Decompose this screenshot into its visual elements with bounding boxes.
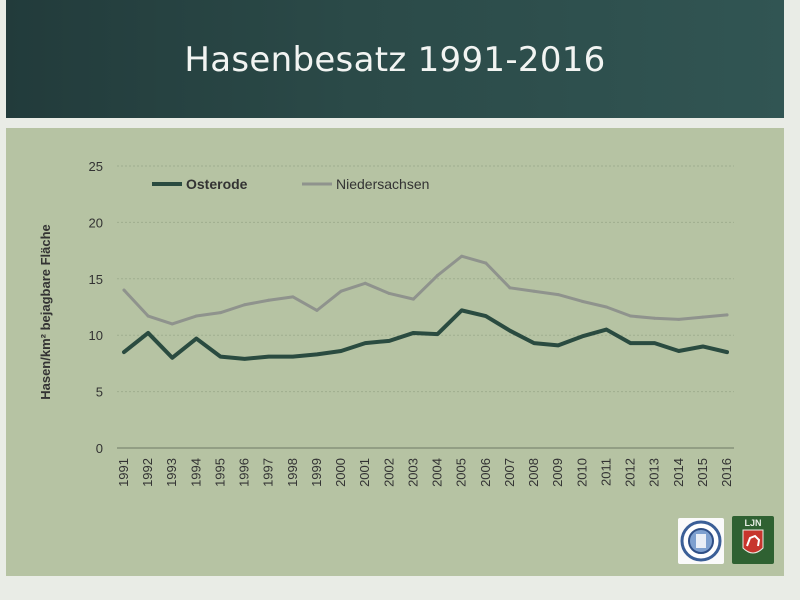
- slide-title: Hasenbesatz 1991-2016: [184, 40, 606, 80]
- x-tick-label: 1991: [116, 458, 131, 487]
- data-point: [411, 331, 415, 335]
- x-tick-label: 2004: [430, 458, 445, 487]
- data-point: [701, 315, 705, 319]
- y-axis-label: Hasen/km² bejagbare Fläche: [38, 224, 53, 400]
- data-point: [653, 316, 657, 320]
- data-point: [484, 314, 488, 318]
- data-point: [339, 349, 343, 353]
- x-tick-label: 2002: [381, 458, 396, 487]
- data-point: [291, 355, 295, 359]
- legend-label: Osterode: [186, 176, 248, 192]
- emblem-seal-graphic: [680, 520, 722, 562]
- x-tick-label: 2007: [502, 458, 517, 487]
- data-point: [604, 328, 608, 332]
- data-point: [170, 356, 174, 360]
- data-point: [580, 334, 584, 338]
- x-tick-label: 2009: [550, 458, 565, 487]
- data-point: [484, 261, 488, 265]
- emblem-seal-icon: [678, 518, 724, 564]
- x-tick-label: 2006: [478, 458, 493, 487]
- data-point: [243, 357, 247, 361]
- chart-area: 0 5 10 15 20 25 1991 1992 1993 1994 1995 1996 1997 19…: [6, 128, 784, 576]
- data-point: [629, 314, 633, 318]
- data-point: [629, 341, 633, 345]
- y-tick-label: 20: [89, 215, 103, 230]
- data-point: [532, 289, 536, 293]
- data-point: [387, 291, 391, 295]
- x-tick-label: 2010: [574, 458, 589, 487]
- ljn-horse-shield-icon: LJN: [732, 516, 774, 564]
- y-tick-label: 5: [96, 385, 103, 400]
- x-tick-label: 1995: [212, 458, 227, 487]
- x-tick-label: 2012: [623, 458, 638, 487]
- x-tick-label: 2016: [719, 458, 734, 487]
- x-tick-label: 2013: [647, 458, 662, 487]
- data-point: [532, 341, 536, 345]
- data-point: [411, 297, 415, 301]
- data-point: [387, 339, 391, 343]
- y-tick-label: 10: [89, 328, 103, 343]
- series-line-osterode: [122, 308, 729, 361]
- data-point: [580, 299, 584, 303]
- data-point: [218, 355, 222, 359]
- data-point: [122, 288, 126, 292]
- series-line-niedersachsen: [122, 254, 729, 326]
- y-tick-label: 25: [89, 159, 103, 174]
- x-tick-label: 2005: [454, 458, 469, 487]
- x-tick-label: 1997: [261, 458, 276, 487]
- data-point: [122, 350, 126, 354]
- data-point: [146, 314, 150, 318]
- x-tick-label: 2003: [405, 458, 420, 487]
- data-point: [363, 281, 367, 285]
- data-point: [291, 295, 295, 299]
- data-point: [170, 322, 174, 326]
- data-point: [194, 314, 198, 318]
- data-point: [556, 293, 560, 297]
- data-point: [508, 286, 512, 290]
- data-point: [460, 254, 464, 258]
- data-point: [218, 311, 222, 315]
- x-tick-label: 2014: [671, 458, 686, 487]
- x-tick-label: 1992: [140, 458, 155, 487]
- data-point: [677, 349, 681, 353]
- data-point: [604, 305, 608, 309]
- data-point: [556, 343, 560, 347]
- data-point: [508, 329, 512, 333]
- x-tick-label: 2000: [333, 458, 348, 487]
- legend-label: Niedersachsen: [336, 176, 429, 192]
- x-tick-label: 1994: [188, 458, 203, 487]
- data-point: [436, 273, 440, 277]
- data-point: [315, 352, 319, 356]
- x-tick-label: 1993: [164, 458, 179, 487]
- title-bar: Hasenbesatz 1991-2016: [6, 0, 784, 118]
- data-point: [436, 332, 440, 336]
- x-tick-label: 2011: [598, 458, 613, 486]
- x-tick-label: 2001: [357, 458, 372, 487]
- data-point: [243, 303, 247, 307]
- y-tick-label: 15: [89, 272, 103, 287]
- data-point: [460, 308, 464, 312]
- x-tick-label: 1998: [285, 458, 300, 487]
- data-point: [339, 289, 343, 293]
- data-point: [194, 337, 198, 341]
- ljn-shield-graphic: [742, 529, 764, 554]
- x-tick-label: 2008: [526, 458, 541, 487]
- data-point: [267, 355, 271, 359]
- x-tick-label: 2015: [695, 458, 710, 487]
- data-point: [701, 344, 705, 348]
- x-tick-label: 1999: [309, 458, 324, 487]
- data-point: [363, 341, 367, 345]
- data-point: [653, 341, 657, 345]
- data-point: [146, 331, 150, 335]
- data-point: [725, 350, 729, 354]
- x-tick-label: 1996: [237, 458, 252, 487]
- line-chart: 0 5 10 15 20 25 1991 1992 1993 1994 1995 1996 1997 19…: [38, 159, 734, 487]
- data-point: [725, 313, 729, 317]
- y-tick-label: 0: [96, 441, 103, 456]
- data-point: [267, 298, 271, 302]
- logo-text: LJN: [744, 518, 762, 528]
- data-point: [315, 308, 319, 312]
- data-point: [677, 317, 681, 321]
